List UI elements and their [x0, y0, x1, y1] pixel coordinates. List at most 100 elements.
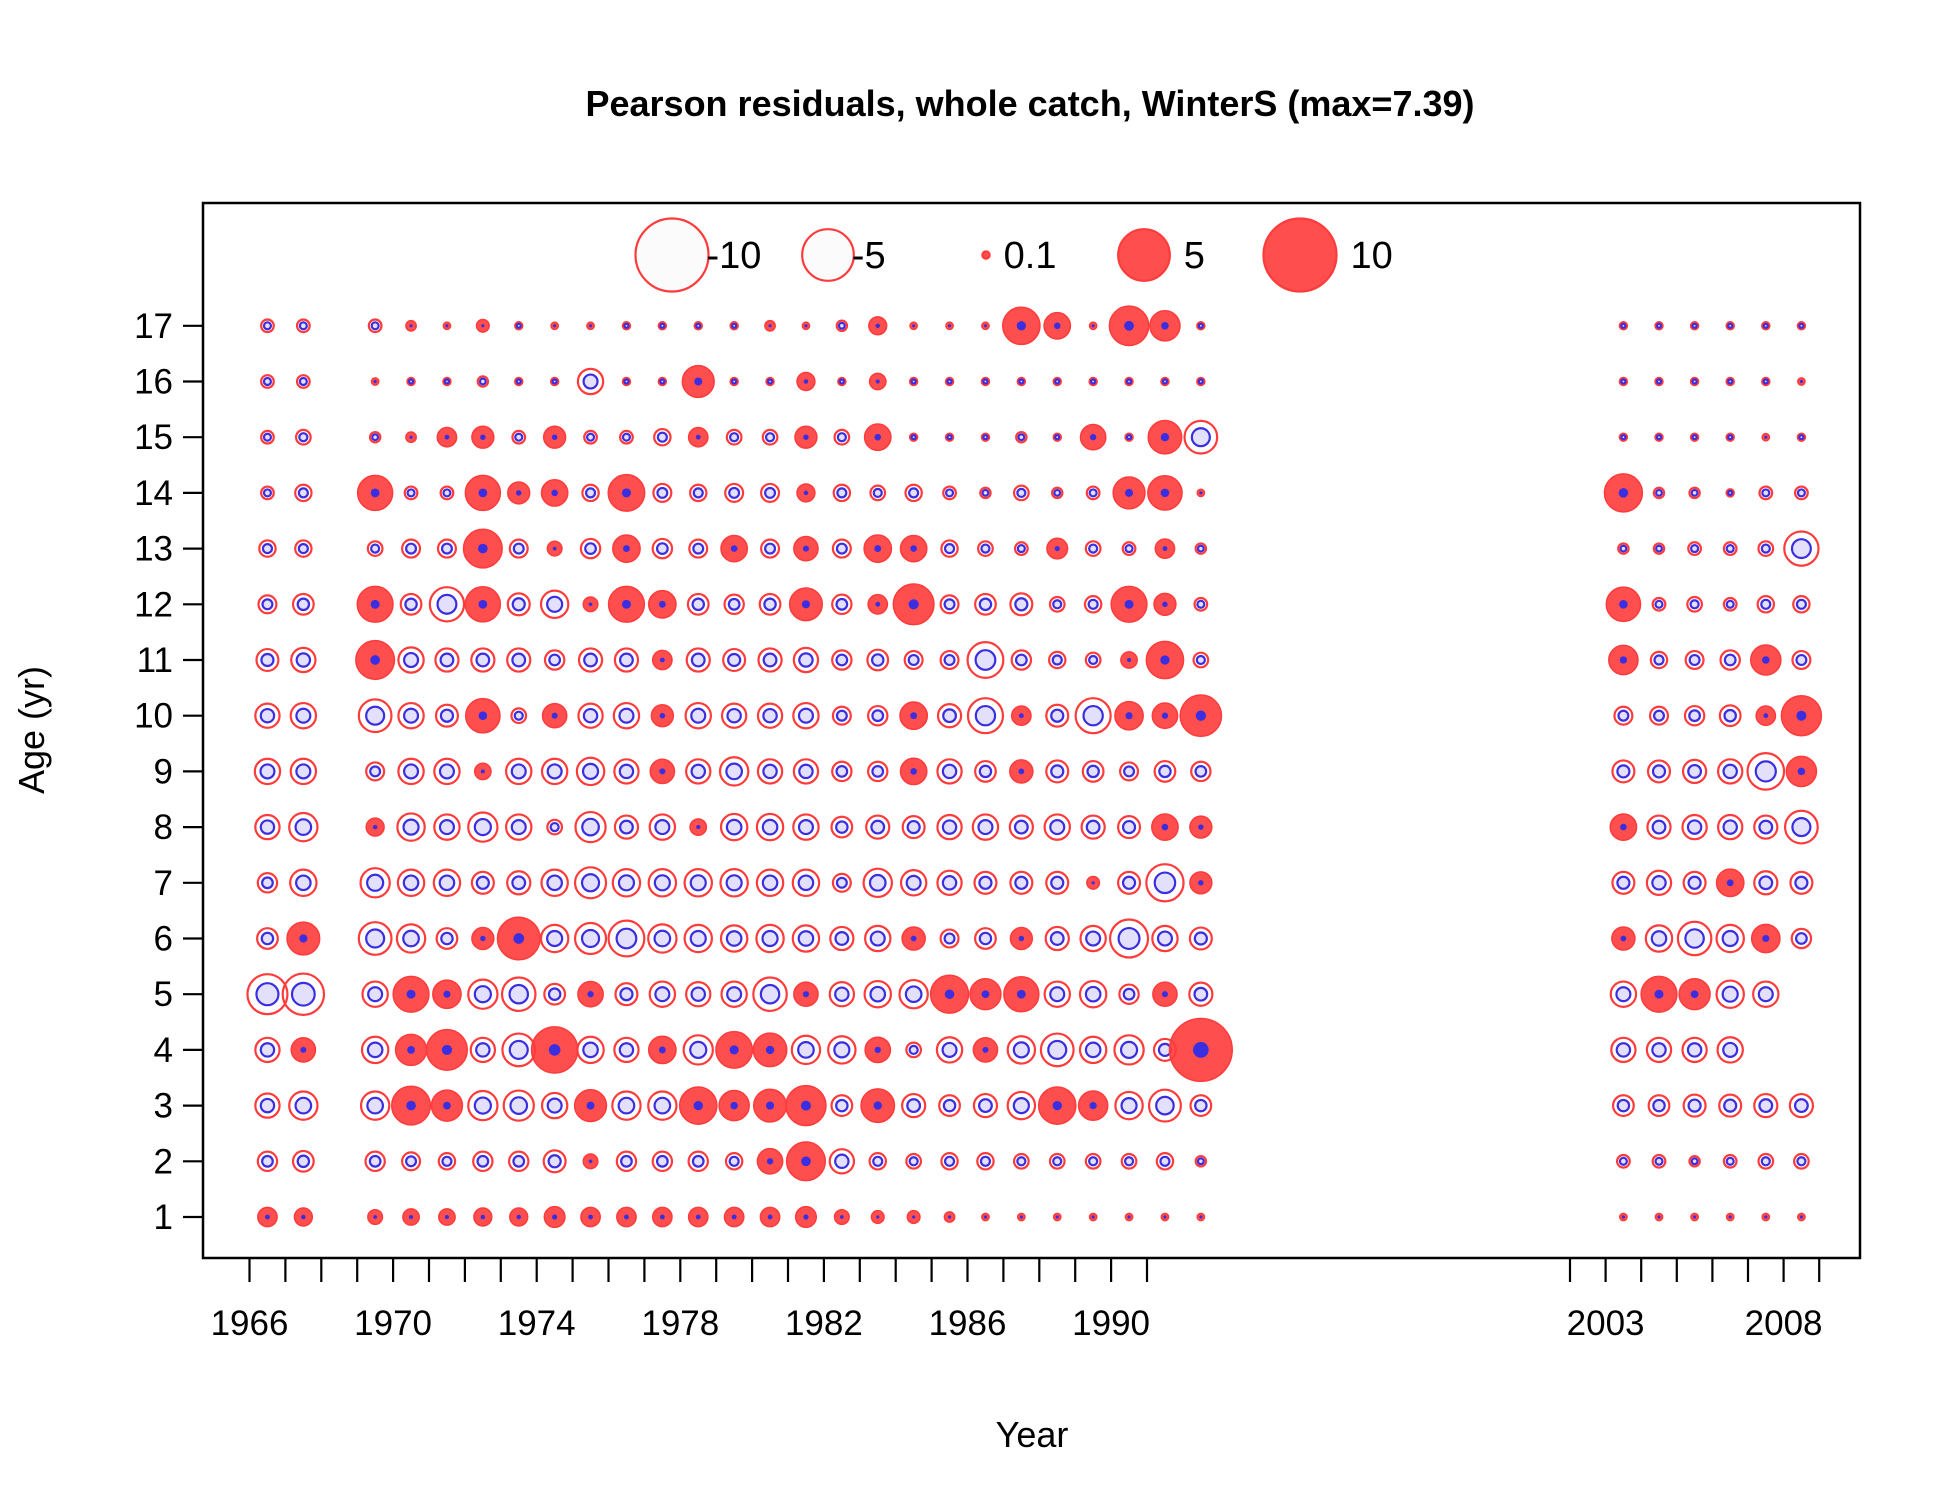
observed-marker: [907, 653, 920, 667]
observed-marker: [871, 709, 885, 723]
residual-bubble: [648, 813, 677, 841]
observed-marker: [904, 985, 923, 1004]
residual-bubble: [395, 923, 427, 954]
residual-bubble: [940, 1152, 959, 1171]
residual-bubble: [406, 376, 416, 387]
observed-marker: [1620, 434, 1627, 441]
observed-marker: [300, 1046, 307, 1053]
observed-marker: [1016, 989, 1026, 999]
observed-marker: [371, 433, 380, 442]
observed-marker: [473, 1096, 492, 1115]
residual-bubble: [397, 646, 425, 674]
observed-marker: [1654, 1156, 1664, 1166]
observed-marker: [480, 434, 486, 440]
residual-bubble: [866, 648, 890, 672]
observed-marker: [1616, 1098, 1631, 1113]
observed-marker: [406, 488, 416, 498]
observed-marker: [478, 488, 488, 498]
residual-bubble: [613, 1036, 640, 1064]
residual-bubble: [1716, 758, 1744, 785]
observed-marker: [762, 707, 778, 724]
observed-marker: [406, 989, 416, 999]
observed-marker: [294, 1096, 313, 1115]
residual-bubble: [281, 972, 326, 1016]
observed-marker: [835, 542, 848, 555]
observed-marker: [618, 763, 635, 780]
residual-bubble: [1682, 1093, 1707, 1118]
residual-bubble: [359, 867, 391, 899]
observed-marker: [693, 1100, 703, 1111]
observed-marker: [1163, 1215, 1167, 1219]
residual-bubble: [936, 703, 963, 729]
residual-bubble: [1688, 1155, 1701, 1168]
observed-marker: [1620, 935, 1627, 942]
observed-marker: [585, 432, 596, 442]
observed-marker: [546, 929, 564, 948]
observed-marker: [581, 762, 600, 781]
observed-marker: [1014, 653, 1028, 667]
residual-bubble: [718, 756, 750, 787]
residual-bubble: [435, 927, 459, 950]
observed-marker: [1119, 1040, 1139, 1060]
residual-bubble: [403, 485, 419, 501]
observed-marker: [1760, 598, 1772, 610]
observed-marker: [982, 434, 989, 441]
observed-marker: [295, 652, 312, 668]
observed-marker: [761, 929, 779, 948]
observed-marker: [1155, 1095, 1175, 1116]
residual-bubble: [513, 321, 524, 331]
observed-marker: [1651, 764, 1667, 779]
observed-marker: [1018, 378, 1025, 385]
observed-marker: [1012, 1096, 1030, 1115]
residual-bubble: [719, 868, 749, 898]
residual-bubble: [831, 593, 853, 616]
residual-bubble: [1047, 650, 1067, 670]
observed-marker: [516, 1214, 521, 1220]
observed-marker: [759, 983, 781, 1005]
residual-bubble: [685, 980, 712, 1008]
residual-bubble: [1783, 530, 1820, 567]
observed-marker: [1153, 871, 1177, 895]
residual-bubble: [1722, 541, 1738, 557]
residual-bubble: [577, 702, 604, 729]
observed-marker: [1654, 599, 1664, 609]
observed-marker: [946, 434, 953, 441]
observed-marker: [1794, 875, 1809, 890]
residual-bubble: [792, 758, 820, 785]
observed-marker: [726, 707, 742, 724]
observed-marker: [1725, 1156, 1735, 1166]
observed-marker: [1085, 930, 1102, 947]
residual-bubble: [1687, 541, 1703, 557]
observed-marker: [910, 545, 917, 552]
residual-bubble: [1078, 979, 1108, 1009]
observed-marker: [767, 1214, 773, 1220]
residual-bubble: [837, 376, 847, 387]
residual-bubble: [1792, 1152, 1810, 1170]
observed-marker: [727, 597, 741, 611]
observed-marker: [619, 819, 634, 835]
observed-marker: [1125, 434, 1133, 441]
residual-bubble: [973, 870, 998, 895]
residual-bubble: [761, 428, 779, 446]
observed-marker: [1693, 1215, 1697, 1219]
residual-bubble: [1646, 814, 1672, 840]
observed-marker: [947, 324, 952, 328]
observed-marker: [296, 597, 311, 612]
observed-marker: [803, 379, 809, 384]
observed-marker: [514, 432, 524, 442]
observed-marker: [833, 1041, 851, 1059]
observed-marker: [1162, 546, 1168, 552]
residual-bubble: [357, 698, 393, 734]
observed-marker: [1193, 986, 1209, 1002]
residual-bubble: [792, 813, 820, 841]
residual-bubble: [1039, 1032, 1075, 1068]
observed-marker: [1190, 427, 1211, 448]
observed-marker: [373, 1215, 377, 1219]
residual-bubble: [1615, 1153, 1631, 1169]
observed-marker: [510, 763, 527, 780]
residual-bubble: [543, 649, 566, 671]
observed-marker: [1088, 543, 1099, 554]
observed-marker: [511, 875, 527, 891]
y-tick-label: 11: [137, 641, 173, 680]
